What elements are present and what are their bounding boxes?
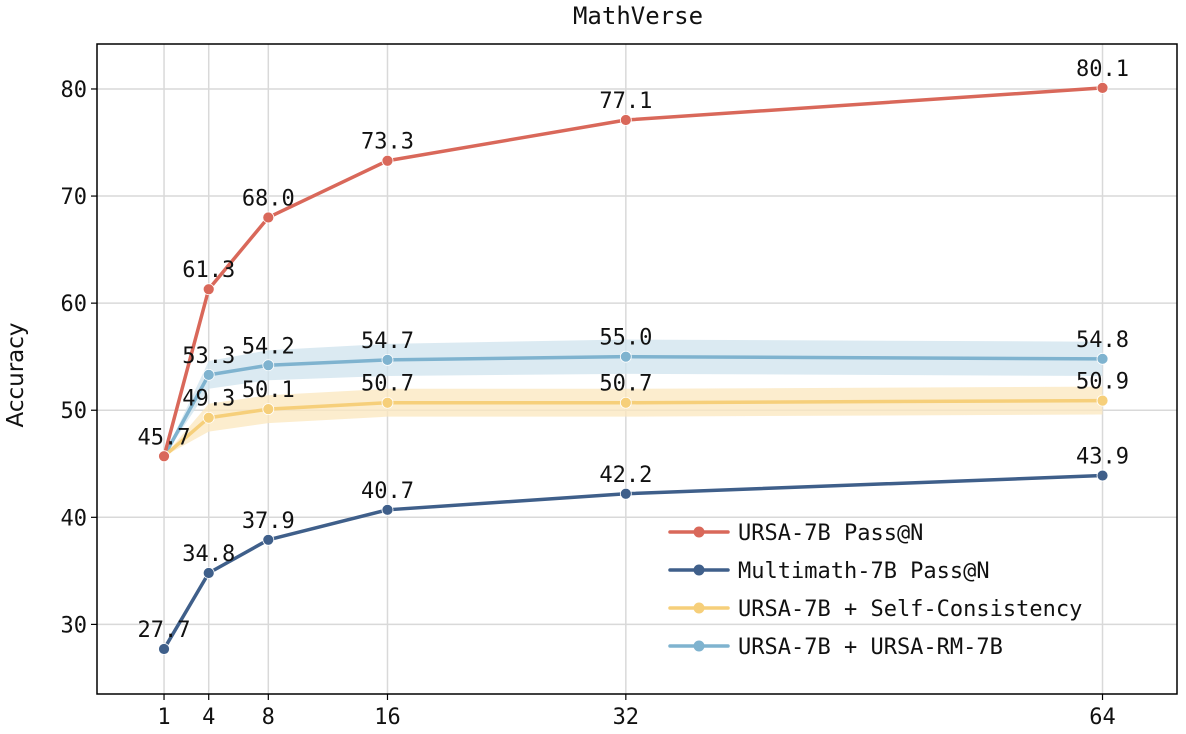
- legend-swatch-marker: [693, 602, 705, 614]
- data-point-ursa-7b-ursa-rm-7b: [262, 359, 275, 372]
- data-point-multimath-7b-pass-n: [619, 487, 632, 500]
- series-points: [158, 82, 1109, 655]
- x-axis-ticks: 1 4 8 16 32 64: [157, 694, 1116, 730]
- plot-frame: [96, 43, 1178, 695]
- x-tick-label: 1: [157, 705, 170, 730]
- y-tick-label: 50: [61, 399, 88, 424]
- data-point-ursa-7b-self-consistency: [262, 403, 275, 416]
- series-line-ursa-7b-ursa-rm-7b: [162, 354, 1105, 459]
- data-point-ursa-7b-ursa-rm-7b: [619, 350, 632, 363]
- data-label: 68.0: [242, 186, 295, 211]
- x-tick-label: 32: [613, 705, 640, 730]
- chart-title: MathVerse: [573, 2, 703, 30]
- data-label: 77.1: [599, 89, 652, 114]
- legend-swatch-marker: [693, 640, 705, 652]
- data-label: 54.7: [361, 329, 414, 354]
- legend-swatch-marker: [693, 526, 705, 538]
- series-line-ursa-7b-pass-n: [162, 86, 1105, 459]
- data-point-ursa-7b-ursa-rm-7b: [202, 368, 215, 381]
- y-tick-label: 70: [61, 185, 88, 210]
- data-point-ursa-7b-self-consistency: [381, 396, 394, 409]
- data-label: 37.9: [242, 509, 295, 534]
- data-label: 45.7: [138, 425, 191, 450]
- data-point-ursa-7b-pass-n: [202, 283, 215, 296]
- data-point-ursa-7b-pass-n: [262, 211, 275, 224]
- y-tick-label: 60: [61, 292, 88, 317]
- data-point-multimath-7b-pass-n: [1096, 469, 1109, 482]
- data-point-multimath-7b-pass-n: [381, 503, 394, 516]
- data-label: 50.1: [242, 378, 295, 403]
- data-point-multimath-7b-pass-n: [262, 533, 275, 546]
- data-label: 49.3: [182, 387, 235, 412]
- data-point-multimath-7b-pass-n: [158, 643, 170, 655]
- legend-label: Multimath-7B Pass@N: [738, 559, 990, 584]
- y-tick-label: 30: [61, 613, 88, 638]
- data-point-ursa-7b-self-consistency: [1096, 394, 1109, 407]
- data-label: 34.8: [182, 542, 235, 567]
- data-label: 50.7: [361, 372, 414, 397]
- legend-swatch-marker: [693, 564, 705, 576]
- band-ursa-7b-ursa-rm-7b: [164, 339, 1103, 457]
- data-label: 42.2: [599, 463, 652, 488]
- data-label: 40.7: [361, 479, 414, 504]
- x-tick-label: 4: [202, 705, 215, 730]
- data-label: 54.8: [1076, 328, 1129, 353]
- data-label: 61.3: [182, 258, 235, 283]
- data-label: 50.7: [599, 372, 652, 397]
- legend-label: URSA-7B Pass@N: [738, 521, 923, 546]
- data-label: 73.3: [361, 130, 414, 155]
- y-tick-label: 40: [61, 506, 88, 531]
- x-tick-label: 16: [374, 705, 401, 730]
- band-ursa-7b-self-consistency: [164, 386, 1103, 457]
- y-tick-label: 80: [61, 78, 88, 103]
- data-point-multimath-7b-pass-n: [202, 567, 215, 579]
- data-label: 53.3: [182, 344, 235, 369]
- data-labels: 53.3 54.2 54.7 55.0 54.8 45.7 49.3 50.1 50.7 50.7…: [138, 57, 1129, 643]
- data-point-ursa-7b-pass-n: [1096, 82, 1109, 94]
- legend-label: URSA-7B + URSA-RM-7B: [738, 635, 1003, 660]
- legend-label: URSA-7B + Self-Consistency: [738, 597, 1082, 622]
- data-point-ursa-7b-pass-n: [381, 154, 394, 167]
- data-point-ursa-7b-ursa-rm-7b: [381, 353, 394, 366]
- data-point-ursa-7b-self-consistency: [202, 411, 215, 424]
- data-label: 50.9: [1076, 370, 1129, 395]
- data-point-ursa-7b-ursa-rm-7b: [1096, 352, 1109, 365]
- series-line-multimath-7b-pass-n: [162, 473, 1105, 651]
- y-axis-label: Accuracy: [3, 322, 29, 427]
- data-label: 54.2: [242, 334, 295, 359]
- series-line-ursa-7b-self-consistency: [162, 398, 1105, 459]
- x-tick-label: 8: [262, 705, 275, 730]
- data-point-ursa-7b-pass-n: [158, 450, 170, 463]
- data-label: 80.1: [1076, 57, 1129, 82]
- x-tick-label: 64: [1089, 705, 1116, 730]
- data-point-ursa-7b-self-consistency: [619, 396, 632, 409]
- series-lines: [162, 86, 1105, 651]
- legend: URSA-7B Pass@N Multimath-7B Pass@N URSA-7B…: [668, 521, 1082, 660]
- data-label: 27.7: [138, 618, 191, 643]
- data-label: 43.9: [1076, 445, 1129, 470]
- data-point-ursa-7b-pass-n: [619, 114, 632, 126]
- y-axis-ticks: 30 40 50 60 70 80: [61, 78, 97, 638]
- data-label: 55.0: [599, 326, 652, 351]
